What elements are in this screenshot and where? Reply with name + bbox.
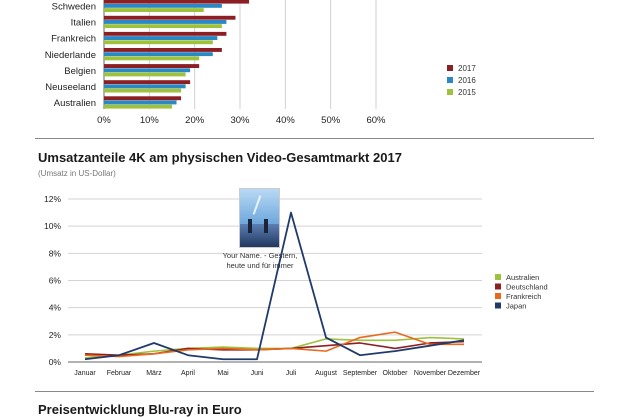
bar-2015 xyxy=(104,24,222,29)
section-divider xyxy=(35,391,594,392)
x-tick-label: November xyxy=(414,370,447,377)
category-label: Frankreich xyxy=(51,34,96,45)
x-tick-label: April xyxy=(181,370,195,377)
y-tick-label: 10% xyxy=(44,221,61,231)
category-label: Italien xyxy=(71,18,96,29)
x-tick-label: Februar xyxy=(107,370,132,377)
x-tick-label: September xyxy=(343,370,378,377)
line-chart-subtitle: (Umsatz in US-Dollar) xyxy=(38,169,116,178)
x-tick-label: 20% xyxy=(185,115,205,126)
category-label: Niederlande xyxy=(45,50,96,61)
annotation-text: Your Name. - Gestern, xyxy=(223,251,298,260)
legend-label: Deutschland xyxy=(506,283,548,292)
legend-swatch xyxy=(495,283,501,290)
x-tick-label: Mai xyxy=(217,370,229,377)
annotation-text: heute und für immer xyxy=(226,261,294,270)
bar-2015 xyxy=(104,40,213,45)
bar-2016 xyxy=(104,36,218,40)
category-label: Belgien xyxy=(64,66,96,77)
line-chart: 0% 2% 4% 6% 8% 10% 12% Januar Februar März April Ma… xyxy=(44,194,548,377)
horizontal-bar-chart: 0% 10% 20% 30% 40% 50% 60% Schweden Italien Frank… xyxy=(45,0,476,126)
legend-swatch xyxy=(495,302,501,309)
bar-2016 xyxy=(104,3,222,8)
x-tick-label: 30% xyxy=(230,115,250,126)
legend-swatch xyxy=(447,65,453,71)
bar-2016 xyxy=(104,52,213,57)
bar-2015 xyxy=(104,56,200,61)
legend-swatch xyxy=(495,274,501,280)
bar-2016 xyxy=(104,20,227,24)
bar-2017 xyxy=(104,0,250,4)
movie-poster-icon xyxy=(239,188,280,248)
x-tick-label: Juni xyxy=(251,370,264,377)
x-tick-label: August xyxy=(315,370,337,377)
bar-2015 xyxy=(104,72,186,77)
x-tick-label: März xyxy=(146,370,162,377)
y-tick-label: 4% xyxy=(49,303,62,313)
x-tick-label: Oktober xyxy=(383,370,409,377)
legend-label: 2017 xyxy=(458,64,476,73)
series-line-japan xyxy=(84,211,465,361)
bar-2017 xyxy=(104,96,182,101)
bar-2015 xyxy=(104,104,172,109)
y-tick-label: 2% xyxy=(49,330,62,340)
legend-label: 2015 xyxy=(458,88,476,97)
x-tick-label: Januar xyxy=(74,370,96,377)
series-line-frankreich xyxy=(84,331,464,358)
category-label: Australien xyxy=(54,98,96,109)
legend-label: Frankreich xyxy=(506,292,541,301)
bar-2015 xyxy=(104,8,204,12)
legend-label: Japan xyxy=(506,302,526,311)
bar-2015 xyxy=(104,88,182,93)
bar-2016 xyxy=(104,100,177,105)
y-tick-label: 6% xyxy=(49,276,62,286)
section-divider xyxy=(35,138,594,139)
category-label: Neuseeland xyxy=(45,82,96,93)
line-chart-title: Umsatzanteile 4K am physischen Video-Ges… xyxy=(38,150,402,165)
bar-2017 xyxy=(104,31,227,36)
y-tick-label: 12% xyxy=(44,194,61,204)
x-tick-label: 60% xyxy=(366,115,386,126)
bar-2017 xyxy=(104,15,236,20)
x-tick-label: 0% xyxy=(97,115,111,126)
legend-label: Australien xyxy=(506,273,539,282)
x-tick-label: 40% xyxy=(276,115,296,126)
x-tick-label: Dezember xyxy=(448,370,481,377)
y-tick-label: 0% xyxy=(49,357,62,367)
x-tick-label: Juli xyxy=(286,370,297,377)
bar-2017 xyxy=(104,48,222,52)
legend-swatch xyxy=(495,293,501,299)
legend-label: 2016 xyxy=(458,76,476,85)
bar-2016 xyxy=(104,68,191,73)
category-label: Schweden xyxy=(52,2,96,13)
legend-swatch xyxy=(447,89,453,95)
y-tick-label: 8% xyxy=(49,248,62,258)
x-tick-label: 50% xyxy=(321,115,341,126)
bar-2016 xyxy=(104,84,186,89)
next-section-title: Preisentwicklung Blu-ray in Euro xyxy=(38,402,242,417)
legend-swatch xyxy=(447,77,453,83)
bar-2017 xyxy=(104,80,191,85)
x-tick-label: 10% xyxy=(140,115,160,126)
bar-2017 xyxy=(104,64,200,68)
